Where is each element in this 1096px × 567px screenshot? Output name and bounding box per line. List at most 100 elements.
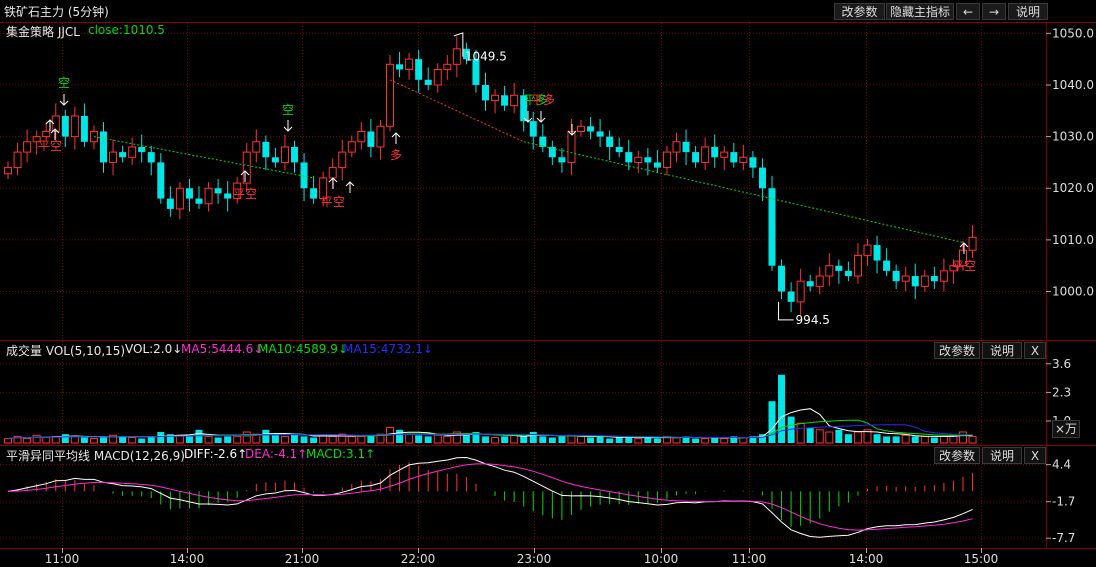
signal-ping-kong: 平空 [952,259,976,273]
trend-line-red [389,79,524,143]
candle-body [433,68,442,86]
volume-bar [138,438,146,443]
volume-bar [147,436,155,443]
candle-body [482,84,489,101]
candle-body [892,270,900,282]
prev-arrow-icon[interactable]: ← [956,3,980,20]
volume-bar [166,434,174,443]
volume-bar [80,437,88,443]
candle-body [749,157,757,168]
candle-body [328,167,337,179]
macd-diff: DIFF:-2.6↑ [184,447,248,461]
macd-diff-line [7,456,973,538]
candle-body [501,95,509,106]
signal-duo: 多 [390,148,402,162]
signal-kong: 空 [58,76,70,90]
hide-main-indicator-button[interactable]: 隐藏主指标 [886,3,954,20]
params-button[interactable]: 改参数 [834,3,885,20]
volume-params-button[interactable]: 改参数 [934,342,980,359]
volume-bar [128,437,137,444]
high-marker [453,32,464,57]
candle-body [930,276,938,282]
candle-body [300,162,308,189]
candle-body [252,141,261,153]
volume-bar [405,433,414,444]
signal-ping-duo: 平多 [524,93,548,107]
volume-bar [70,435,79,444]
next-arrow-icon[interactable]: → [982,3,1006,20]
macd-params-button[interactable]: 改参数 [934,447,980,464]
candle-body [682,141,690,153]
candle-body [80,115,88,142]
volume-help-button[interactable]: 说明 [982,342,1022,359]
x-tick-label: 11:00 [45,552,80,566]
volume-bar [157,432,165,443]
candle-body [730,152,738,163]
candle-body [567,130,576,163]
candle-body [548,146,556,158]
volume-bar [720,438,729,444]
volume-title: 成交量 VOL(5,10,15) [6,344,126,358]
volume-bar [204,435,213,444]
volume-bar [883,436,891,443]
signal-arrow-down-icon [59,94,69,106]
volume-bar [482,436,489,443]
volume-bar [558,436,566,443]
candle-body [939,270,948,282]
y-tick-label: 1030.0 [1052,130,1094,144]
volume-bar [711,437,719,443]
help-button[interactable]: 说明 [1008,3,1048,20]
volume-close-button[interactable]: X [1024,342,1046,359]
low-marker [778,301,794,321]
candle-body [109,151,118,163]
volume-bar [959,431,967,444]
macd-dea: DEA:-4.1↑ [245,447,308,461]
candle-body [672,141,681,153]
volume-bar [577,435,585,444]
candle-body [796,280,805,303]
volume-bar [357,435,366,444]
candle-body [778,265,786,292]
x-tick-label: 14:00 [170,552,205,566]
volume-bar [42,437,51,444]
y-tick-label: 1000.0 [1052,285,1094,299]
candle-body [739,156,748,163]
volume-bar [443,435,452,444]
volume-bar [625,436,633,443]
volume-bar [262,429,270,443]
candle-body [233,182,242,200]
candle-body [491,94,500,101]
volume-bar [109,434,118,444]
candle-body [405,58,414,70]
signal-arrow-up-icon [391,132,401,144]
signal-ping-duo-alt: 平多 [531,93,555,107]
y-tick-label: 1020.0 [1052,181,1094,195]
volume-bar [328,435,337,444]
volume-bar [347,435,356,444]
volume-bar [13,435,22,444]
volume-bar [768,401,776,443]
volume-bar [806,427,814,443]
candle-body [692,152,700,163]
candle-body [720,151,729,158]
volume-bar [520,436,528,443]
volume-ma5: MA5:5444.6↓ [181,342,264,356]
window-title: 铁矿石主力 (5分钟) [4,5,109,19]
macd-help-button[interactable]: 说明 [982,447,1022,464]
candle-body [472,59,480,85]
volume-bar [396,429,404,443]
candle-body [587,126,595,132]
volume-bar [939,435,948,444]
candle-body [787,291,795,302]
volume-bar [863,429,872,444]
y-tick-label: 1050.0 [1052,26,1094,40]
candle-body [386,63,394,127]
volume-bar [596,436,604,443]
candle-body [242,151,251,184]
candle-body [347,141,356,153]
candle-body [768,188,776,266]
candle-body [853,254,862,277]
macd-title: 平滑异同平均线 MACD(12,26,9) [6,449,185,463]
macd-close-button[interactable]: X [1024,447,1046,464]
